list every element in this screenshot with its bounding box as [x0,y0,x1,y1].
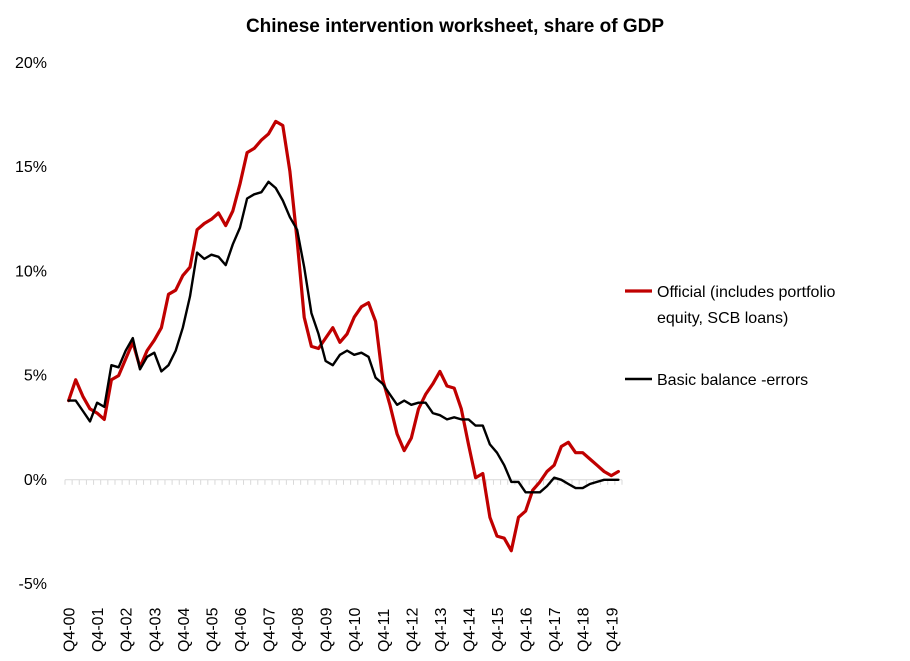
x-tick-label: Q4-01 [90,607,107,652]
legend: Official (includes portfolio equity, SCB … [625,284,836,389]
x-tick-label: Q4-19 [604,607,621,652]
y-tick-label: 20% [15,55,47,72]
chart-title: Chinese intervention worksheet, share of… [246,16,664,37]
legend-label: Official (includes portfolio [657,284,836,301]
y-tick-label: 15% [15,159,47,176]
x-tick-label: Q4-15 [490,607,507,652]
x-tick-label: Q4-14 [461,607,478,652]
legend-label: Basic balance -errors [657,372,808,389]
x-tick-label: Q4-06 [233,607,250,652]
series-line-official [66,119,621,553]
y-tick-label: 10% [15,263,47,280]
x-tick-label: Q4-02 [119,607,136,652]
y-tick-label: 0% [24,472,47,489]
series-layer [66,119,621,553]
x-tick-label: Q4-13 [433,607,450,652]
x-tick-label: Q4-04 [176,607,193,652]
x-tick-label: Q4-12 [404,607,421,652]
series-line-basic-balance [67,180,620,494]
x-tick-label: Q4-11 [376,609,393,652]
x-tick-label: Q4-05 [204,607,221,652]
x-tick-label: Q4-09 [319,607,336,652]
x-tick-label: Q4-16 [519,607,536,652]
x-tick-label: Q4-10 [347,607,364,652]
y-tick-label: -5% [19,576,47,593]
legend-label: equity, SCB loans) [657,310,788,327]
x-tick-label: Q4-00 [62,607,79,652]
x-axis: Q4-00 Q4-01 Q4-02 Q4-03 Q4-04 Q4-05 Q4-06 Q4-07… [62,479,623,652]
x-tick-label: Q4-17 [547,607,564,652]
x-tick-label: Q4-03 [147,607,164,652]
y-tick-label: 5% [24,368,47,385]
x-tick-label: Q4-18 [576,607,593,652]
y-axis-labels: -5% 0% 5% 10% 15% 20% [15,55,47,593]
x-tick-label: Q4-08 [290,607,307,652]
x-tick-label: Q4-07 [262,607,279,652]
